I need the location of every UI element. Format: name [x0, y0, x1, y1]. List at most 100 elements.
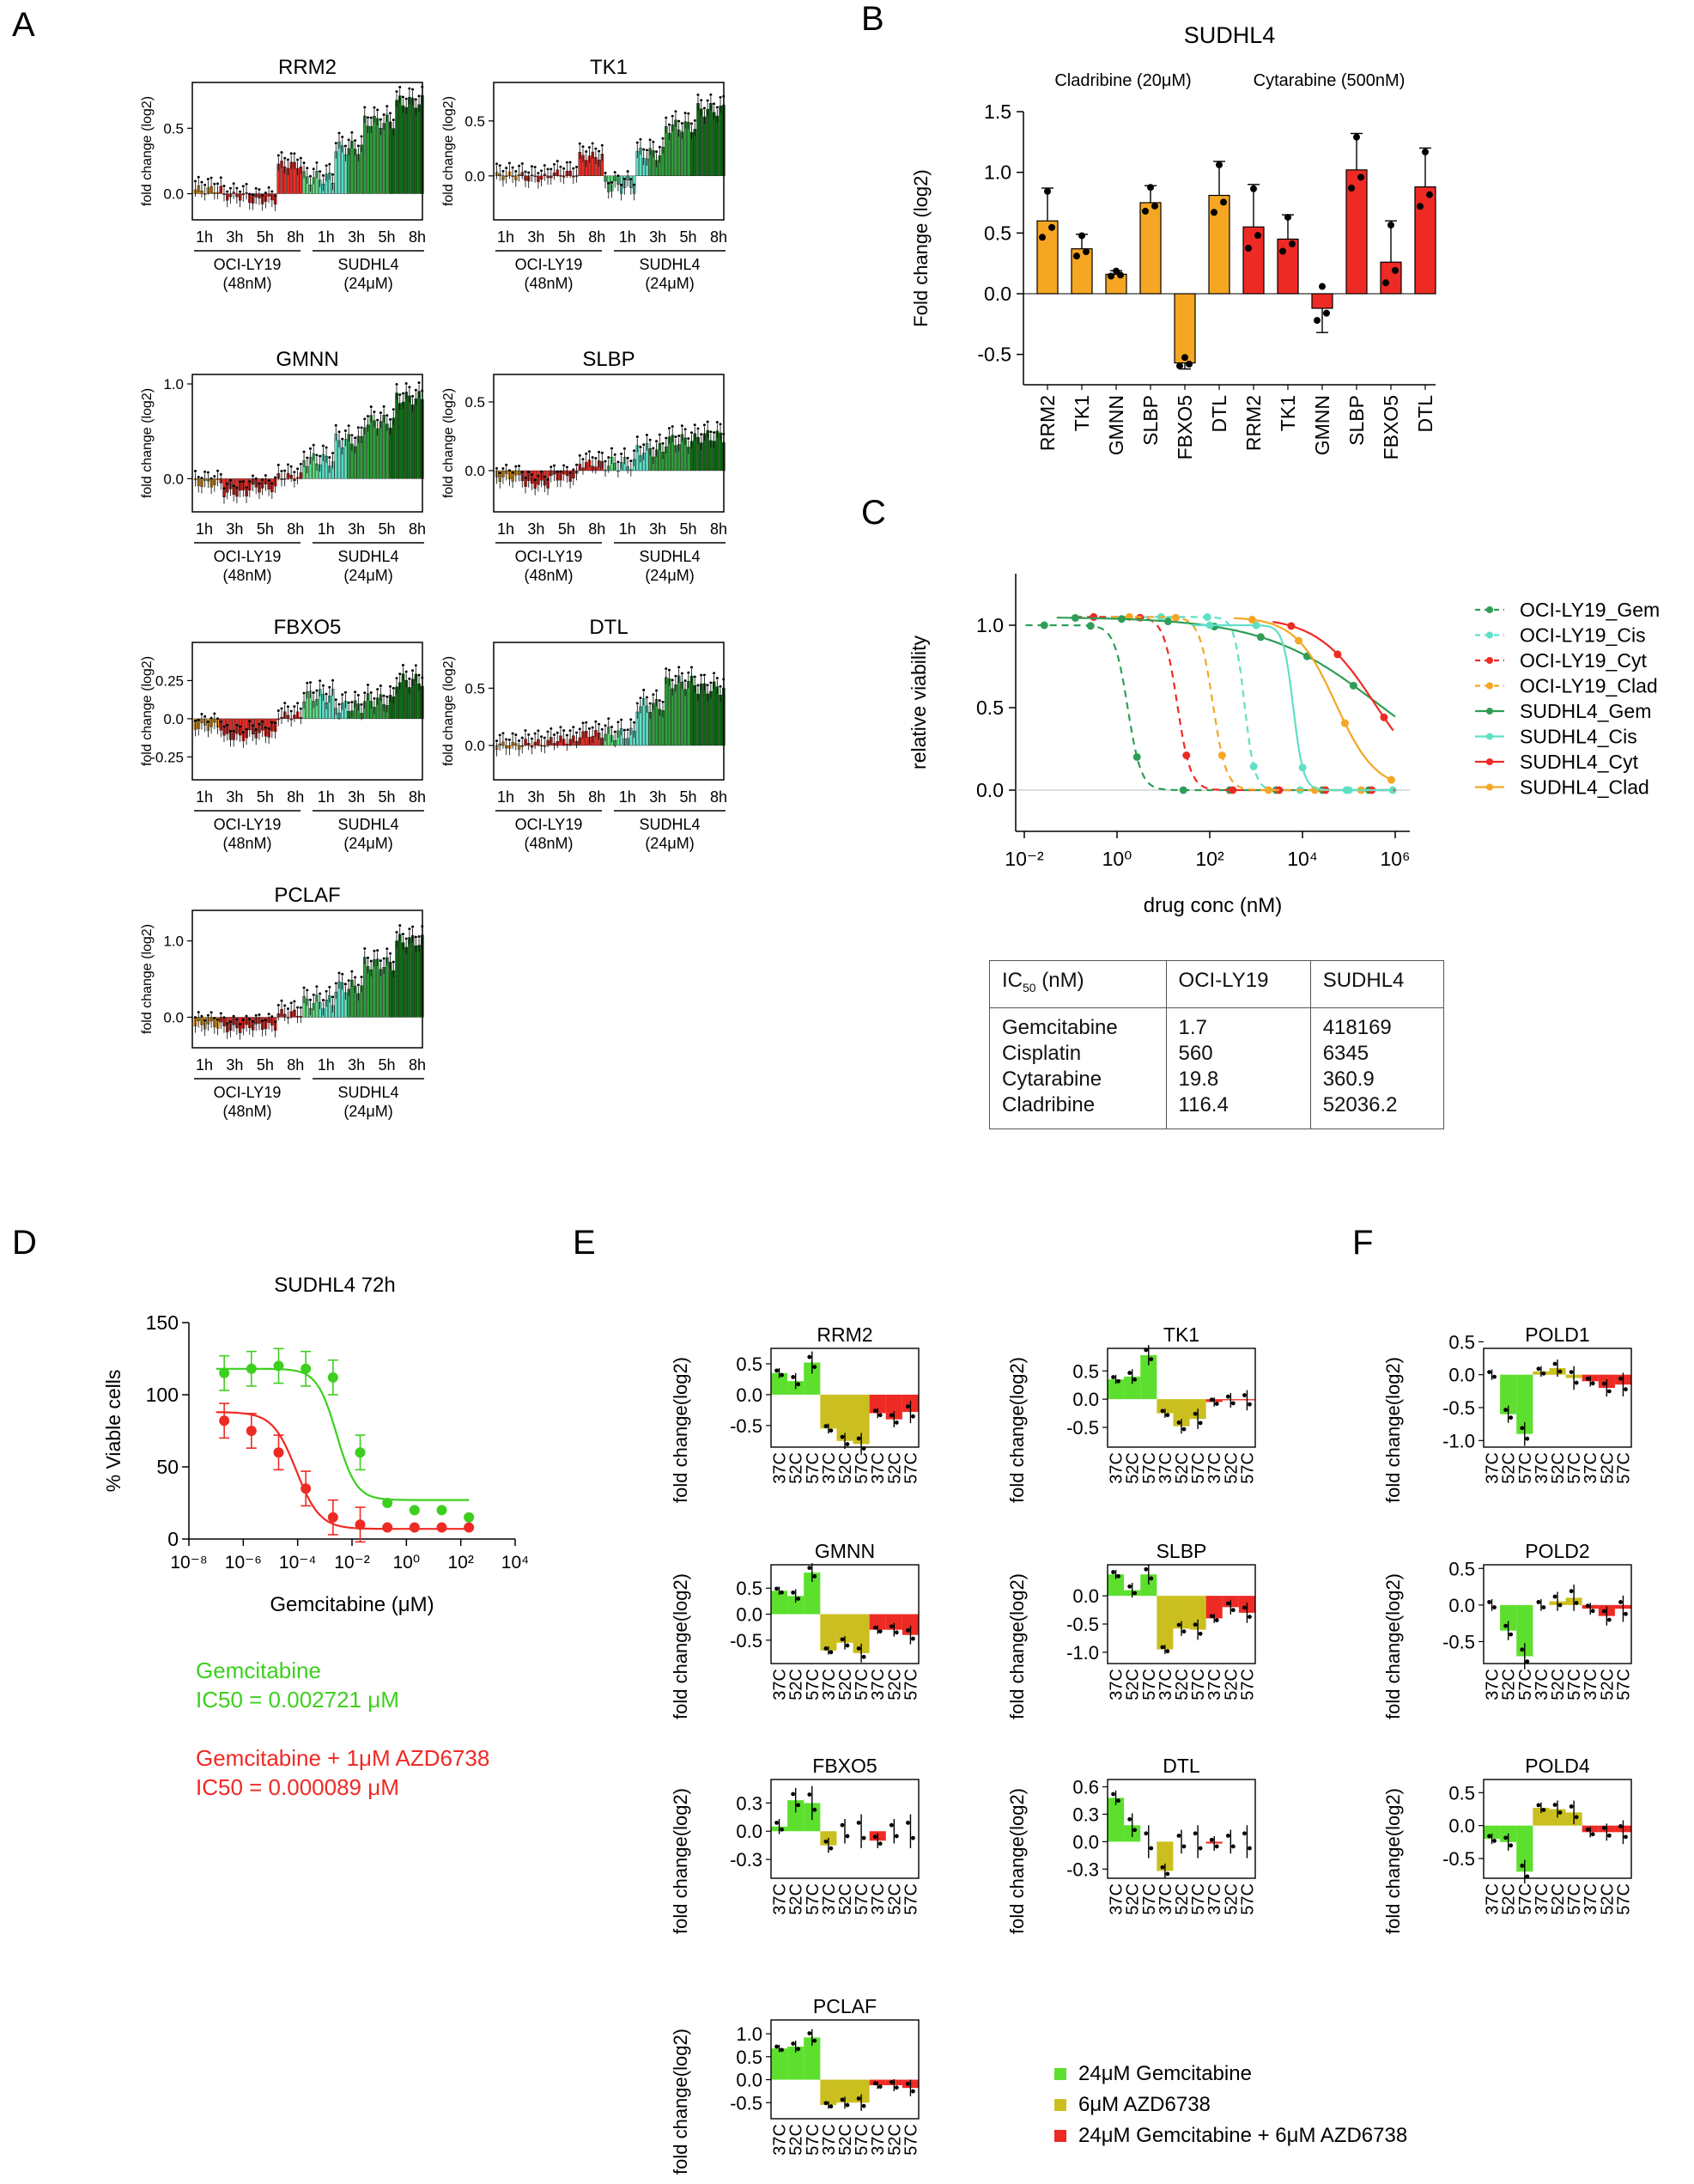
data-point [1179, 786, 1187, 794]
data-point [687, 671, 690, 674]
data-point [791, 1590, 796, 1595]
ic50-header-cell: IC50 (nM) [989, 960, 1167, 1008]
group-conc: (24μM) [343, 275, 392, 292]
legend-marker [1486, 783, 1493, 791]
data-point [1252, 621, 1260, 630]
data-point [530, 473, 533, 477]
data-point [495, 162, 498, 166]
time-course-bar [404, 106, 409, 194]
bar [1380, 261, 1402, 295]
data-point [1176, 1622, 1181, 1627]
bar [771, 1591, 788, 1615]
time-course-bar [392, 417, 396, 479]
x-tick-label: 37C [869, 2124, 888, 2156]
y-axis-label: fold change (log2) [441, 656, 456, 766]
data-point [635, 435, 639, 439]
data-point [1426, 191, 1433, 198]
data-point [228, 1020, 232, 1024]
group-conc: (48nM) [222, 1103, 271, 1120]
data-point [1353, 133, 1360, 141]
data-point [549, 465, 553, 469]
data-point [889, 1822, 894, 1828]
x-tick-label: FBXO5 [1174, 395, 1196, 459]
data-point [331, 452, 335, 455]
group-name: OCI-LY19 [214, 816, 282, 833]
data-point [683, 679, 687, 683]
data-point [507, 161, 511, 165]
data-point [1541, 1371, 1546, 1376]
data-point [622, 178, 626, 181]
data-point [620, 183, 623, 186]
data-point [347, 138, 350, 142]
data-point [436, 1505, 447, 1516]
data-point [629, 459, 633, 463]
x-tick-label: 10⁻² [334, 1553, 369, 1573]
group-name: SUDHL4 [337, 548, 398, 565]
ic50-cell: 360.9 [1309, 1066, 1444, 1092]
data-point [598, 450, 601, 453]
group-name: SUDHL4 [639, 256, 700, 273]
time-course-bar [417, 391, 421, 479]
data-point [713, 102, 716, 106]
group-name: SUDHL4 [639, 816, 700, 833]
time-course-bar [401, 105, 405, 194]
data-point [1624, 1834, 1628, 1840]
data-point [331, 995, 335, 999]
data-point [533, 166, 537, 169]
x-tick-label: 57C [1565, 1452, 1584, 1484]
time-course-bar [677, 129, 681, 177]
data-point [613, 453, 616, 456]
data-point [556, 731, 559, 734]
data-point [200, 477, 203, 480]
data-point [587, 146, 591, 149]
x-tick-label: 1h [196, 520, 213, 538]
y-axis-label: fold change(log2) [1006, 1573, 1028, 1719]
data-point [1525, 1436, 1530, 1441]
data-point [1525, 1659, 1530, 1664]
data-point [267, 727, 270, 730]
data-point [1160, 1865, 1165, 1870]
time-course-bar [417, 104, 421, 194]
data-point [1606, 1389, 1612, 1394]
y-axis-label: fold change(log2) [1006, 1788, 1028, 1934]
group-conc: (24μM) [343, 1103, 392, 1120]
x-tick-label: 37C [1533, 1669, 1551, 1700]
legend-label: 6μM AZD6738 [1078, 2093, 1211, 2116]
data-point [572, 167, 575, 170]
data-point [658, 433, 661, 436]
y-tick-label: 0.0 [736, 2070, 762, 2091]
data-point [289, 152, 293, 155]
x-tick-label: 5h [257, 1056, 274, 1074]
data-point [404, 670, 408, 673]
y-tick-label: 0.0 [984, 283, 1011, 305]
data-point [1132, 752, 1141, 761]
data-point [514, 170, 518, 173]
x-tick-label: 57C [853, 1669, 871, 1700]
data-point [1520, 1647, 1525, 1652]
data-point [533, 732, 537, 735]
legend-label: OCI-LY19_Clad [1520, 675, 1658, 697]
data-point [356, 983, 360, 987]
time-course-bar [386, 423, 389, 479]
data-point [299, 1006, 302, 1009]
data-point [312, 993, 315, 996]
data-point [392, 960, 395, 964]
y-tick-label: 100 [146, 1384, 179, 1406]
y-tick-label: 0.5 [464, 680, 485, 697]
time-course-bar [665, 677, 668, 746]
data-point [655, 440, 659, 443]
data-point [894, 1420, 899, 1425]
bar [869, 1394, 886, 1414]
y-axis-label: fold change (log2) [140, 96, 155, 206]
time-course-bar [382, 415, 386, 479]
data-point [1624, 1387, 1628, 1392]
data-point [1585, 1827, 1590, 1832]
legend-label: OCI-LY19_Cis [1520, 624, 1646, 647]
data-point [395, 931, 398, 934]
data-point [807, 1792, 812, 1797]
time-course-bar [360, 144, 363, 194]
data-point [807, 1566, 812, 1571]
data-point [702, 673, 706, 677]
note-gem-label: Gemcitabine [196, 1658, 321, 1683]
data-point [1242, 1605, 1247, 1610]
